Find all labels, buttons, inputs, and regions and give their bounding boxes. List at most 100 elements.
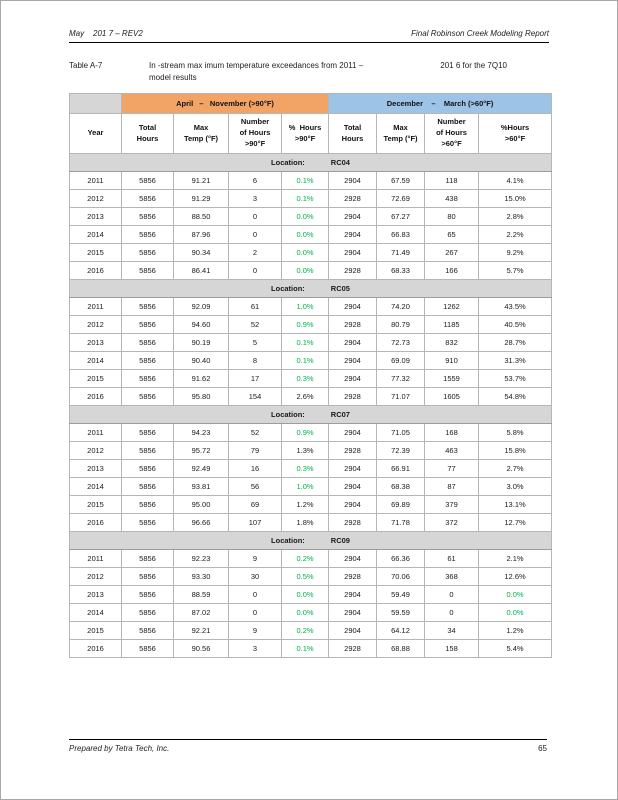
- cell: 71.49: [376, 243, 426, 262]
- cell: 5856: [121, 585, 174, 604]
- cell: 2904: [328, 351, 378, 370]
- cell: 2014: [69, 351, 122, 370]
- cell: 910: [424, 351, 480, 370]
- running-footer: Prepared by Tetra Tech, Inc. 65: [69, 739, 547, 753]
- cell: 368: [424, 567, 480, 586]
- cell: 0.2%: [280, 549, 330, 568]
- table-row: 2016 5856 90.56 3 0.1% 2928 68.88 158 5.4%: [69, 639, 553, 658]
- cell: 2904: [328, 207, 378, 226]
- cell: 77.32: [376, 369, 426, 388]
- cell: 832: [424, 333, 480, 352]
- cell: 267: [424, 243, 480, 262]
- cell: 43.5%: [478, 297, 553, 316]
- cell: 17: [228, 369, 282, 388]
- cell: 68.88: [376, 639, 426, 658]
- table-row: 2014 5856 90.40 8 0.1% 2904 69.09 910 31.3%: [69, 351, 553, 370]
- table-row: 2016 5856 96.66 107 1.8% 2928 71.78 372 12.7%: [69, 513, 553, 532]
- cell: 5856: [121, 549, 174, 568]
- table-caption: Table A-7 In -stream max imum temperatur…: [69, 60, 549, 84]
- cell: 86.41: [173, 261, 229, 280]
- cell: 88.50: [173, 207, 229, 226]
- cell: 96.66: [173, 513, 229, 532]
- cell: 2016: [69, 639, 122, 658]
- cell: 79: [228, 441, 282, 460]
- cell: 438: [424, 189, 480, 208]
- cell: 2904: [328, 459, 378, 478]
- cell: 92.23: [173, 549, 229, 568]
- cell: 2: [228, 243, 282, 262]
- cell: 0.0%: [280, 243, 330, 262]
- season-band-dec-mar: December – March (>60°F): [328, 93, 553, 114]
- cell: 2928: [328, 387, 378, 406]
- cell: 2013: [69, 459, 122, 478]
- cell: 5856: [121, 639, 174, 658]
- cell: 80: [424, 207, 480, 226]
- cell: 0.3%: [280, 369, 330, 388]
- table-row: 2011 5856 94.23 52 0.9% 2904 71.05 168 5.8%: [69, 423, 553, 442]
- location-row-rc09: Location: RC09: [68, 531, 553, 550]
- cell: 69.89: [376, 495, 426, 514]
- cell: 52: [228, 423, 282, 442]
- cell: 4.1%: [478, 171, 553, 190]
- cell: 2011: [69, 549, 122, 568]
- cell: 65: [424, 225, 480, 244]
- cell: 61: [228, 297, 282, 316]
- cell: 2.7%: [478, 459, 553, 478]
- cell: 0: [228, 207, 282, 226]
- season-band-apr-nov: April – November (>90°F): [120, 93, 330, 114]
- cell: 90.34: [173, 243, 229, 262]
- cell: 0.9%: [280, 423, 330, 442]
- cell: 56: [228, 477, 282, 496]
- page-content: May 201 7 – REV2 Final Robinson Creek Mo…: [1, 1, 617, 658]
- cell: 5856: [121, 513, 174, 532]
- cell: 0: [424, 585, 480, 604]
- cell: 2904: [328, 225, 378, 244]
- cell: 2015: [69, 369, 122, 388]
- cell: 90.19: [173, 333, 229, 352]
- cell: 2.8%: [478, 207, 553, 226]
- cell: 0.1%: [280, 189, 330, 208]
- cell: 0.9%: [280, 315, 330, 334]
- column-header-4: % Hours >90°F: [280, 113, 330, 154]
- cell: 0.0%: [280, 603, 330, 622]
- table-row: 2011 5856 92.23 9 0.2% 2904 66.36 61 2.1%: [69, 549, 553, 568]
- cell: 9.2%: [478, 243, 553, 262]
- cell: 463: [424, 441, 480, 460]
- cell: 88.59: [173, 585, 229, 604]
- cell: 5856: [121, 423, 174, 442]
- cell: 5856: [121, 369, 174, 388]
- location-row-rc05: Location: RC05: [68, 279, 553, 298]
- cell: 2014: [69, 603, 122, 622]
- table-caption-label: Table A-7: [69, 61, 103, 70]
- cell: 5856: [121, 459, 174, 478]
- cell: 67.59: [376, 171, 426, 190]
- cell: 95.00: [173, 495, 229, 514]
- cell: 0.0%: [280, 225, 330, 244]
- column-header-7: Number of Hours >60°F: [424, 113, 480, 154]
- cell: 0.5%: [280, 567, 330, 586]
- cell: 2904: [328, 585, 378, 604]
- column-header-8: %Hours >60°F: [478, 113, 553, 154]
- table-row: 2014 5856 93.81 56 1.0% 2904 68.38 87 3.0%: [69, 477, 553, 496]
- table-row: 2012 5856 93.30 30 0.5% 2928 70.06 368 12.6%: [69, 567, 553, 586]
- cell: 2928: [328, 567, 378, 586]
- cell: 71.05: [376, 423, 426, 442]
- header-report-title: Final Robinson Creek Modeling Report: [411, 29, 549, 38]
- cell: 93.30: [173, 567, 229, 586]
- cell: 2011: [69, 423, 122, 442]
- cell: 52: [228, 315, 282, 334]
- table-row: 2012 5856 95.72 79 1.3% 2928 72.39 463 15.8%: [69, 441, 553, 460]
- cell: 2928: [328, 441, 378, 460]
- cell: 9: [228, 549, 282, 568]
- cell: 72.73: [376, 333, 426, 352]
- cell: 2928: [328, 261, 378, 280]
- column-header-5: Total Hours: [328, 113, 378, 154]
- cell: 5856: [121, 387, 174, 406]
- cell: 68.38: [376, 477, 426, 496]
- cell: 34: [424, 621, 480, 640]
- table-row: 2011 5856 92.09 61 1.0% 2904 74.20 1262 43.5%: [69, 297, 553, 316]
- cell: 166: [424, 261, 480, 280]
- table-body: Location: RC04 2011 5856 91.21 6 0.1% 2904 67.59…: [68, 153, 553, 658]
- cell: 2904: [328, 423, 378, 442]
- season-band-row: April – November (>90°F) December – March…: [69, 93, 553, 114]
